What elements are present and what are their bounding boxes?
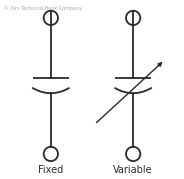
Text: © Airs Technical Book Company: © Airs Technical Book Company [4, 5, 82, 11]
Text: Fixed: Fixed [38, 165, 63, 175]
Text: Variable: Variable [113, 165, 153, 175]
